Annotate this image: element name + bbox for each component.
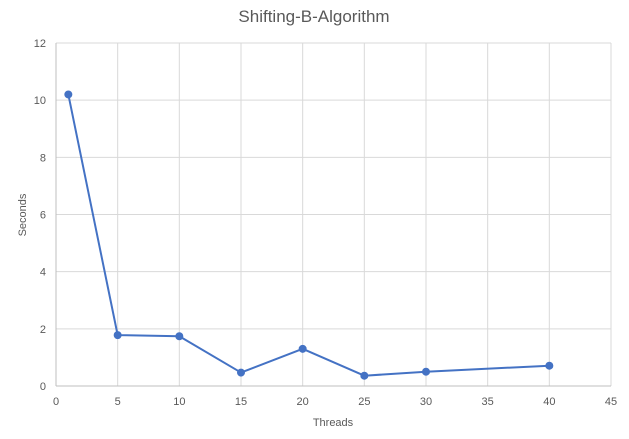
- x-tick-label: 45: [605, 396, 617, 408]
- x-tick-label: 40: [543, 396, 555, 408]
- y-tick-label: 0: [40, 381, 46, 393]
- x-tick-label: 35: [482, 396, 494, 408]
- data-point: [113, 331, 122, 340]
- gridlines: [56, 42, 612, 386]
- x-tick-label: 25: [358, 396, 370, 408]
- axes: [55, 43, 611, 387]
- data-point: [175, 332, 184, 341]
- y-tick-label: 8: [40, 152, 46, 164]
- x-tick-label: 0: [53, 396, 59, 408]
- x-tick-label: 15: [235, 396, 247, 408]
- x-tick-label: 10: [173, 396, 185, 408]
- data-point: [298, 344, 307, 353]
- chart-title: Shifting-B-Algorithm: [238, 7, 389, 26]
- x-tick-labels: 0 5 10 15 20 25 30 35 40 45: [53, 396, 617, 408]
- y-tick-label: 10: [34, 95, 46, 107]
- y-tick-label: 12: [34, 38, 46, 50]
- data-point: [64, 90, 73, 99]
- series: [64, 90, 554, 380]
- data-point: [422, 367, 430, 376]
- y-axis-label: Seconds: [17, 193, 29, 236]
- y-tick-label: 4: [40, 267, 46, 279]
- data-point: [360, 371, 369, 380]
- data-point: [545, 361, 554, 370]
- y-tick-label: 2: [40, 324, 46, 336]
- x-tick-label: 20: [297, 396, 309, 408]
- x-tick-label: 5: [115, 396, 121, 408]
- x-axis-label: Threads: [313, 417, 354, 429]
- series-line: [67, 94, 550, 377]
- data-point: [237, 368, 245, 377]
- y-tick-label: 6: [40, 210, 46, 222]
- x-tick-label: 30: [420, 396, 432, 408]
- y-tick-labels: 0 2 4 6 8 10 12: [34, 38, 46, 393]
